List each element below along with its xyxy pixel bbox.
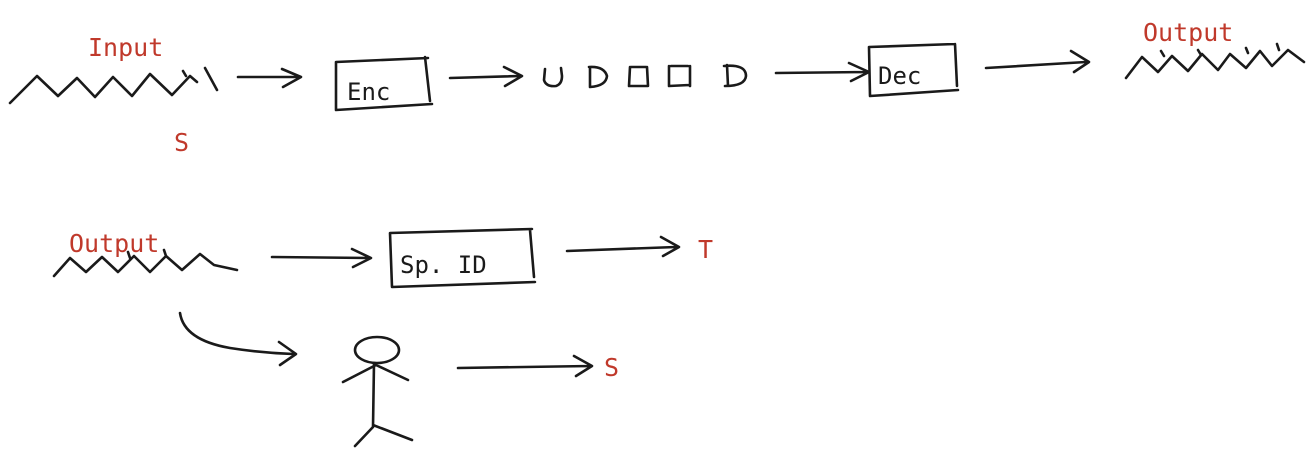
output-waveform xyxy=(1124,42,1306,80)
decoder-box xyxy=(867,42,960,98)
human-result: S xyxy=(604,353,619,382)
latent-code-4 xyxy=(667,64,692,88)
arrow-output-to-speaker-id xyxy=(270,247,373,269)
input-symbol: S xyxy=(174,128,189,157)
arrow-human-to-result xyxy=(456,354,594,378)
input-label: Input xyxy=(88,33,163,62)
speaker-id-label: Sp. ID xyxy=(400,251,487,279)
output-waveform-row2 xyxy=(52,248,239,278)
output-label-top: Output xyxy=(1143,18,1233,47)
arrow-codes-to-decoder xyxy=(774,61,871,83)
arrow-output-to-human xyxy=(178,311,298,367)
latent-code-5 xyxy=(722,63,748,88)
encoder-box xyxy=(334,55,434,112)
human-listener xyxy=(341,335,414,448)
arrow-input-to-encoder xyxy=(236,67,303,89)
arrow-decoder-to-output xyxy=(984,49,1091,74)
latent-code-3 xyxy=(627,65,650,88)
encoder-label: Enc xyxy=(347,78,390,106)
decoder-label: Dec xyxy=(878,62,921,90)
output-label-row2: Output xyxy=(69,229,159,258)
arrow-speaker-id-to-result xyxy=(565,235,681,258)
human-head xyxy=(353,335,401,365)
input-waveform xyxy=(8,66,219,105)
latent-code-1 xyxy=(542,66,564,88)
speaker-id-result: T xyxy=(698,235,713,264)
human-body xyxy=(341,361,414,448)
latent-code-2 xyxy=(587,65,609,89)
latent-codes xyxy=(542,63,748,89)
arrow-encoder-to-codes xyxy=(448,65,524,88)
speaker-id-box xyxy=(388,227,537,289)
